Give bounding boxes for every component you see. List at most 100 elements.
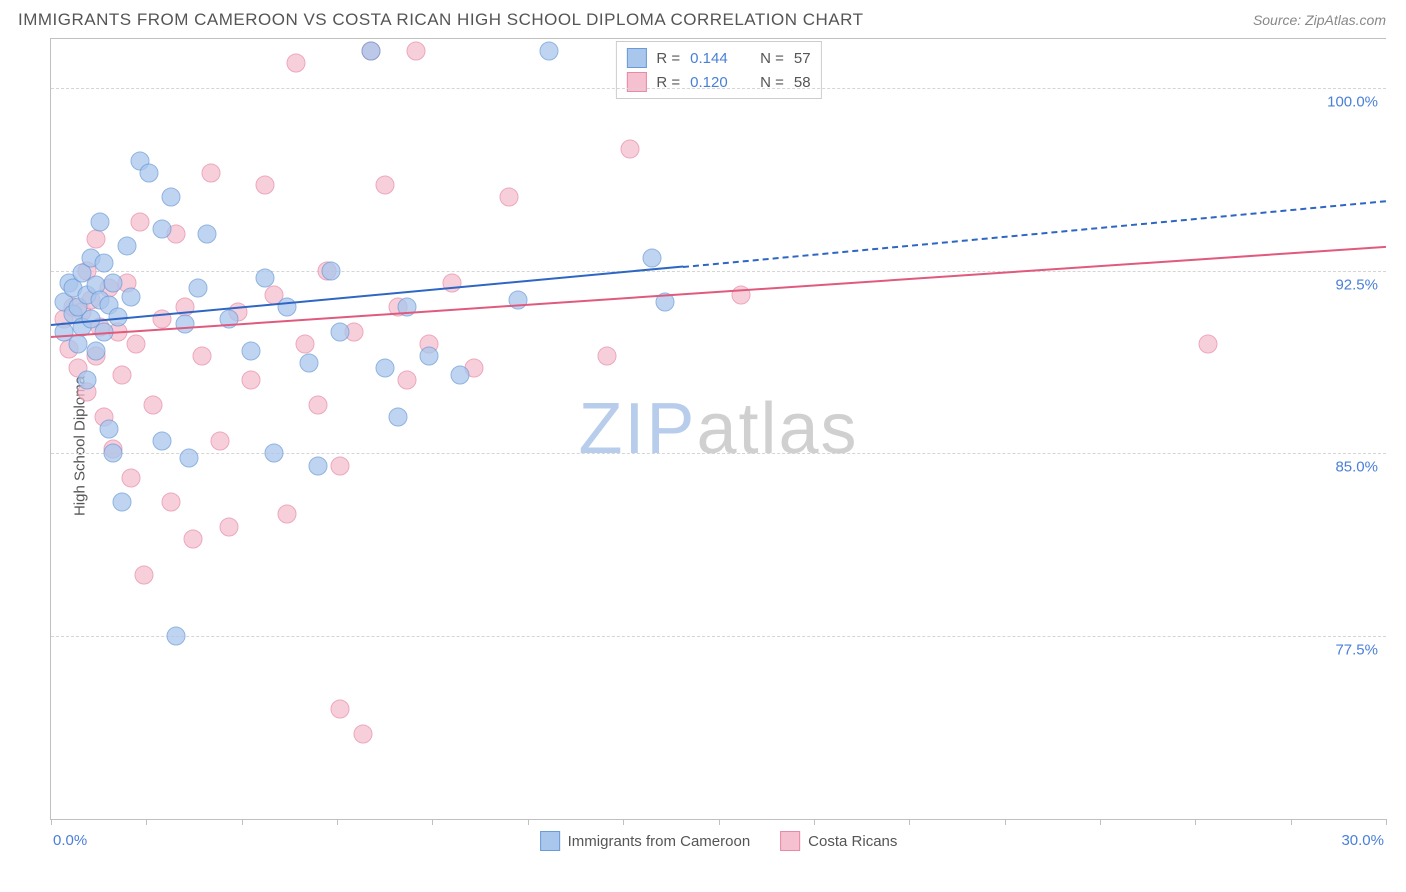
gridline bbox=[51, 88, 1386, 89]
ytick-label: 92.5% bbox=[1335, 276, 1378, 293]
xtick bbox=[719, 819, 720, 825]
data-point bbox=[277, 505, 296, 524]
x-min-label: 0.0% bbox=[53, 832, 87, 849]
data-point bbox=[286, 54, 305, 73]
data-point bbox=[162, 493, 181, 512]
xtick bbox=[1386, 819, 1387, 825]
data-point bbox=[104, 444, 123, 463]
data-point bbox=[331, 456, 350, 475]
xtick bbox=[909, 819, 910, 825]
data-point bbox=[175, 315, 194, 334]
data-point bbox=[420, 346, 439, 365]
data-point bbox=[362, 42, 381, 61]
swatch-b-icon bbox=[626, 72, 646, 92]
data-point bbox=[162, 188, 181, 207]
data-point bbox=[153, 432, 172, 451]
data-point bbox=[255, 176, 274, 195]
series-legend: Immigrants from Cameroon Costa Ricans bbox=[540, 831, 898, 851]
swatch-a-icon bbox=[626, 48, 646, 68]
chart-title: IMMIGRANTS FROM CAMEROON VS COSTA RICAN … bbox=[18, 10, 863, 30]
data-point bbox=[295, 334, 314, 353]
data-point bbox=[188, 278, 207, 297]
gridline bbox=[51, 453, 1386, 454]
data-point bbox=[322, 261, 341, 280]
data-point bbox=[99, 420, 118, 439]
data-point bbox=[500, 188, 519, 207]
data-point bbox=[113, 493, 132, 512]
legend-label-a: Immigrants from Cameroon bbox=[568, 833, 751, 850]
data-point bbox=[211, 432, 230, 451]
ytick-label: 85.0% bbox=[1335, 459, 1378, 476]
data-point bbox=[255, 268, 274, 287]
trend-line bbox=[51, 266, 683, 326]
xtick bbox=[1100, 819, 1101, 825]
r-value-a: 0.144 bbox=[690, 50, 740, 67]
data-point bbox=[144, 395, 163, 414]
xtick bbox=[1005, 819, 1006, 825]
xtick bbox=[432, 819, 433, 825]
data-point bbox=[113, 366, 132, 385]
legend-item-a: Immigrants from Cameroon bbox=[540, 831, 751, 851]
legend-item-b: Costa Ricans bbox=[780, 831, 897, 851]
xtick bbox=[814, 819, 815, 825]
data-point bbox=[135, 566, 154, 585]
xtick bbox=[1291, 819, 1292, 825]
data-point bbox=[406, 42, 425, 61]
data-point bbox=[122, 288, 141, 307]
data-point bbox=[389, 407, 408, 426]
data-point bbox=[309, 395, 328, 414]
data-point bbox=[104, 273, 123, 292]
correlation-legend: R = 0.144 N = 57 R = 0.120 N = 58 bbox=[615, 41, 821, 99]
data-point bbox=[184, 529, 203, 548]
data-point bbox=[331, 700, 350, 719]
legend-row-b: R = 0.120 N = 58 bbox=[626, 70, 810, 94]
scatter-chart: ZIPatlas R = 0.144 N = 57 R = 0.120 N = … bbox=[50, 38, 1386, 820]
trend-line bbox=[51, 246, 1386, 338]
data-point bbox=[540, 42, 559, 61]
legend-row-a: R = 0.144 N = 57 bbox=[626, 46, 810, 70]
watermark: ZIPatlas bbox=[578, 388, 858, 470]
data-point bbox=[139, 164, 158, 183]
data-point bbox=[90, 212, 109, 231]
data-point bbox=[193, 346, 212, 365]
gridline bbox=[51, 271, 1386, 272]
data-point bbox=[300, 354, 319, 373]
data-point bbox=[375, 359, 394, 378]
data-point bbox=[398, 371, 417, 390]
data-point bbox=[86, 342, 105, 361]
trend-line bbox=[683, 200, 1386, 268]
data-point bbox=[86, 229, 105, 248]
data-point bbox=[242, 342, 261, 361]
data-point bbox=[309, 456, 328, 475]
data-point bbox=[131, 212, 150, 231]
ytick-label: 77.5% bbox=[1335, 642, 1378, 659]
xtick bbox=[528, 819, 529, 825]
data-point bbox=[451, 366, 470, 385]
data-point bbox=[220, 517, 239, 536]
data-point bbox=[331, 322, 350, 341]
xtick bbox=[242, 819, 243, 825]
legend-label-b: Costa Ricans bbox=[808, 833, 897, 850]
data-point bbox=[202, 164, 221, 183]
data-point bbox=[126, 334, 145, 353]
x-max-label: 30.0% bbox=[1341, 832, 1384, 849]
data-point bbox=[122, 468, 141, 487]
xtick bbox=[337, 819, 338, 825]
swatch-a2-icon bbox=[540, 831, 560, 851]
data-point bbox=[95, 254, 114, 273]
data-point bbox=[117, 237, 136, 256]
data-point bbox=[166, 627, 185, 646]
n-value-a: 57 bbox=[794, 50, 811, 67]
xtick bbox=[51, 819, 52, 825]
data-point bbox=[375, 176, 394, 195]
data-point bbox=[1199, 334, 1218, 353]
data-point bbox=[620, 139, 639, 158]
data-point bbox=[353, 724, 372, 743]
xtick bbox=[623, 819, 624, 825]
swatch-b2-icon bbox=[780, 831, 800, 851]
ytick-label: 100.0% bbox=[1327, 93, 1378, 110]
data-point bbox=[642, 249, 661, 268]
source-label: Source: ZipAtlas.com bbox=[1253, 12, 1386, 28]
data-point bbox=[242, 371, 261, 390]
data-point bbox=[179, 449, 198, 468]
